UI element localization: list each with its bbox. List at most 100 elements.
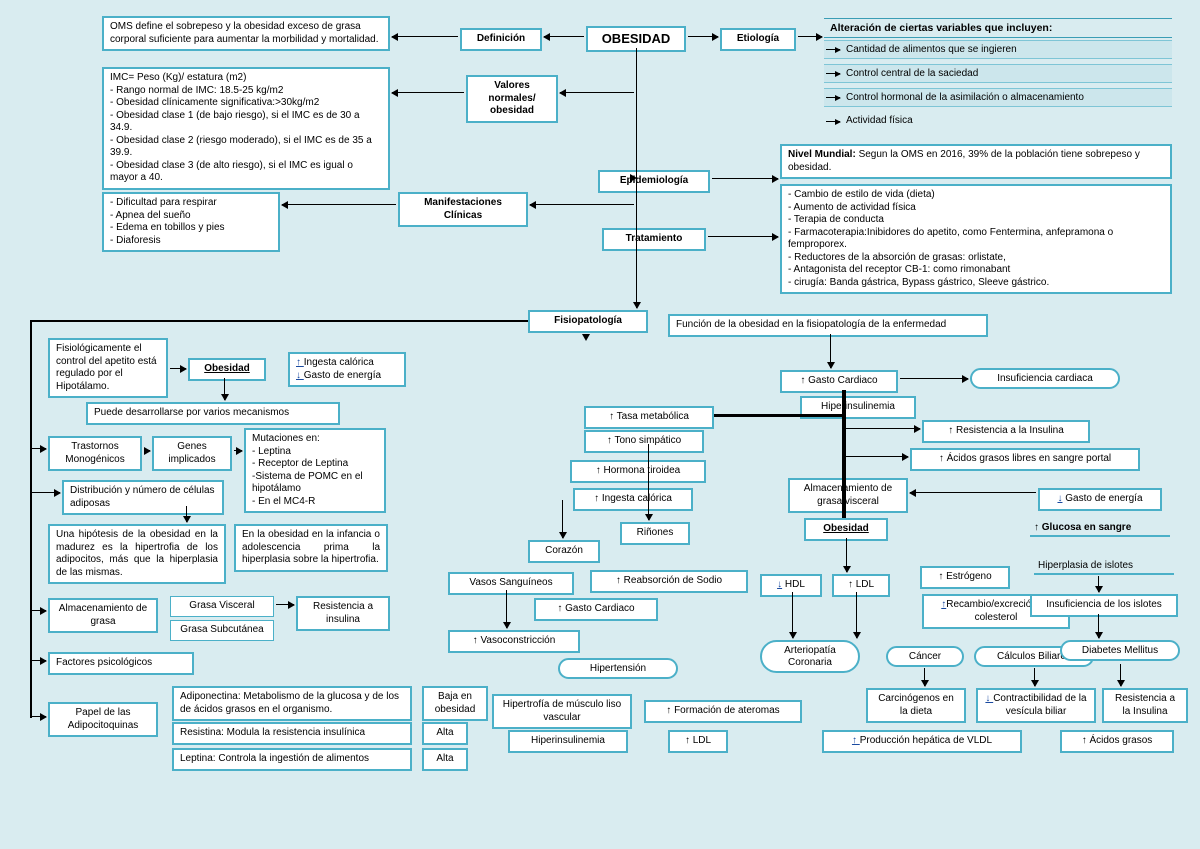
acidos-portal: ↑ Ácidos grasos libres en sangre portal (910, 448, 1140, 471)
almacen-visceral: Almacenamiento de grasa visceral (788, 478, 908, 513)
grasa-subcutanea: Grasa Subcutánea (170, 620, 274, 641)
arrow (1098, 576, 1099, 592)
etio-item-1: Control central de la saciedad (824, 64, 1172, 83)
mutaciones: Mutaciones en: - Leptina - Receptor de L… (244, 428, 386, 513)
ingesta-calorica: ↑ Ingesta calórica (573, 488, 693, 511)
hdl: ↓ HDL (760, 574, 822, 597)
alta-1: Alta (422, 722, 468, 745)
thick-spine (842, 390, 846, 518)
obesidad-left: Obesidad (188, 358, 266, 381)
valores-label: Valores normales/ obesidad (466, 75, 558, 123)
arrow (544, 36, 584, 37)
arrow (846, 538, 847, 572)
diabetes: Diabetes Mellitus (1060, 640, 1180, 661)
gasto-cardiaco-2: ↑ Gasto Cardiaco (534, 598, 658, 621)
ldl: ↑ LDL (832, 574, 890, 597)
arrow (282, 204, 396, 205)
arrow (712, 178, 778, 179)
resistina: Resistina: Modula la resistencia insulín… (172, 722, 412, 745)
rinones: Riñones (620, 522, 690, 545)
arrow (30, 716, 46, 717)
arrow (170, 368, 186, 369)
insuf-cardiaca: Insuficiencia cardiaca (970, 368, 1120, 389)
resist-insulina-r: ↑ Resistencia a la Insulina (922, 420, 1090, 443)
arrow (530, 204, 634, 205)
arrow (924, 668, 925, 686)
mecanismos: Puede desarrollarse por varios mecanismo… (86, 402, 340, 425)
papel-adipocitoquinas: Papel de las Adipocitoquinas (48, 702, 158, 737)
etio-item-0: Cantidad de alimentos que se ingieren (824, 40, 1172, 59)
arrow (1034, 668, 1035, 686)
fisiopat-sub: Función de la obesidad en la fisiopatolo… (668, 314, 988, 337)
ldl-2: ↑ LDL (668, 730, 728, 753)
adiponectina: Adiponectina: Metabolismo de la glucosa … (172, 686, 412, 721)
corazon: Corazón (528, 540, 600, 563)
arteriopatia: Arteriopatía Coronaria (760, 640, 860, 673)
baja-obesidad: Baja en obesidad (422, 686, 488, 721)
arrow (792, 592, 793, 638)
arrow (506, 590, 507, 628)
arrow-icon (826, 49, 840, 50)
tono-simpatico: ↑ Tono simpático (584, 430, 704, 453)
cancer: Cáncer (886, 646, 964, 667)
hipertension: Hipertensión (558, 658, 678, 679)
arrow (30, 660, 46, 661)
epidem-text: Nivel Mundial: Segun la OMS en 2016, 39%… (780, 144, 1172, 179)
line (30, 320, 528, 322)
trat-label: Tratamiento (602, 228, 706, 251)
resist-insulina-2: Resistencia a la Insulina (1102, 688, 1188, 723)
spine (30, 322, 32, 718)
vasoconstriccion: ↑ Vasoconstricción (448, 630, 580, 653)
vasos-sanguineos: Vasos Sanguíneos (448, 572, 574, 595)
arrow (392, 92, 464, 93)
arrow-icon (826, 73, 840, 74)
arrow (30, 610, 46, 611)
gasto-energia: ↓ Gasto de energía (1038, 488, 1162, 511)
arrow (186, 506, 187, 522)
valores-text: IMC= Peso (Kg)/ estatura (m2) - Rango no… (102, 67, 390, 190)
arrow (224, 378, 225, 400)
arrow (560, 92, 634, 93)
arrow-icon (826, 121, 840, 122)
arrow (562, 500, 563, 538)
grasa-visceral: Grasa Visceral (170, 596, 274, 617)
arrow (900, 378, 968, 379)
contractibilidad: ↓ Contractibilidad de la vesícula biliar (976, 688, 1096, 723)
acidos-grasos: ↑ Ácidos grasos (1060, 730, 1174, 753)
arrow (1098, 614, 1099, 638)
etio-header: Alteración de ciertas variables que incl… (824, 18, 1172, 38)
manifest-text: - Dificultad para respirar - Apnea del s… (102, 192, 280, 252)
genes: Genes implicados (152, 436, 232, 471)
arrow (1120, 664, 1121, 686)
ingesta-gasto: ↑ Ingesta calórica↓ Gasto de energía (288, 352, 406, 387)
arrow (846, 456, 908, 457)
carcinogenos: Carcinógenos en la dieta (866, 688, 966, 723)
arrow (910, 492, 1036, 493)
vldl: ↑ Producción hepática de VLDL (822, 730, 1022, 753)
trastornos: Trastornos Monogénicos (48, 436, 142, 471)
arrow (688, 36, 718, 37)
arrow (846, 428, 920, 429)
hormona-tiroidea: ↑ Hormona tiroidea (570, 460, 706, 483)
reabsorcion-sodio: ↑ Reabsorción de Sodio (590, 570, 748, 593)
arrow (830, 334, 831, 368)
epidem-label: Epidemiología (598, 170, 710, 193)
insuf-islotes: Insuficiencia de los islotes (1030, 594, 1178, 617)
distribucion: Distribución y número de células adiposa… (62, 480, 224, 515)
definicion-text: OMS define el sobrepeso y la obesidad ex… (102, 16, 390, 51)
glucosa-sangre: ↑ Glucosa en sangre (1030, 520, 1170, 537)
definicion-label: Definición (460, 28, 542, 51)
arrow (648, 444, 649, 520)
hiperplasia-islotes: Hiperplasia de islotes (1034, 558, 1174, 575)
arrow (30, 492, 60, 493)
etio-item-3: Actividad física (824, 112, 1172, 129)
hipertrofia: Una hipótesis de la obesidad en la madur… (48, 524, 226, 584)
etiologia-label: Etiología (720, 28, 796, 51)
arrow (144, 450, 150, 451)
hipotalamo: Fisiológicamente el control del apetito … (48, 338, 168, 398)
manifest-label: Manifestaciones Clínicas (398, 192, 528, 227)
tasa-metabolica: ↑ Tasa metabólica (584, 406, 714, 429)
arrow (856, 592, 857, 638)
trat-text: - Cambio de estilo de vida (dieta) - Aum… (780, 184, 1172, 294)
resist-insulina: Resistencia a insulina (296, 596, 390, 631)
